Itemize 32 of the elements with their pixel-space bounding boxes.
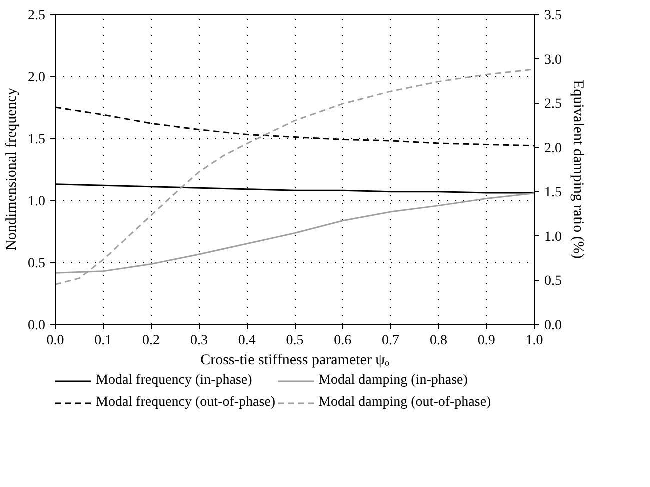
- x-tick-label: 0.2: [142, 334, 160, 348]
- legend-label: Modal damping (out-of-phase): [318, 395, 492, 411]
- y2-tick-label: 2.5: [544, 97, 562, 112]
- x-tick-label: 0.8: [430, 334, 448, 348]
- y2-axis-title: Equivalent damping ratio (%): [570, 80, 586, 259]
- y2-tick-label: 3.5: [544, 8, 562, 24]
- x-tick-label: 0.5: [286, 334, 304, 348]
- y-tick-label: 1.5: [28, 132, 46, 148]
- y-tick-label: 2.5: [28, 8, 46, 24]
- y2-tick-label: 0.0: [544, 318, 562, 334]
- x-tick-label: 0.4: [238, 334, 256, 348]
- y-tick-label: 0.0: [28, 318, 46, 334]
- x-tick-label: 0.3: [190, 334, 208, 348]
- x-tick-label: 0.7: [382, 334, 400, 348]
- y2-tick-label: 1.0: [544, 230, 562, 245]
- y2-tick-label: 2.0: [544, 141, 562, 156]
- legend-label: Modal damping (in-phase): [318, 373, 469, 389]
- x-tick-label: 0.1: [94, 334, 112, 348]
- y2-tick-label: 0.5: [544, 274, 562, 290]
- x-tick-label: 0.0: [46, 334, 64, 348]
- x-tick-label: 0.6: [334, 334, 352, 348]
- y-tick-label: 2.0: [28, 70, 46, 86]
- x-axis-title: Cross-tie stiffness parameter ψₒ: [200, 352, 390, 368]
- x-tick-label: 0.9: [478, 334, 496, 348]
- y-axis-title: Nondimensional frequency: [4, 88, 20, 251]
- y-tick-label: 1.0: [28, 194, 46, 210]
- y2-tick-label: 3.0: [544, 52, 562, 68]
- legend-label: Modal frequency (out-of-phase): [96, 395, 276, 411]
- y2-tick-label: 1.5: [544, 186, 562, 201]
- legend-label: Modal frequency (in-phase): [96, 373, 254, 389]
- y-tick-label: 0.5: [28, 256, 46, 272]
- x-tick-label: 1.0: [526, 334, 544, 348]
